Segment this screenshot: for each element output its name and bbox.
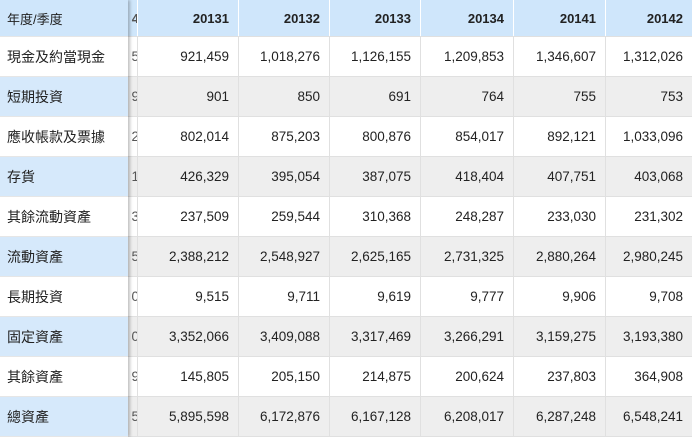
table-cell: 3,159,275 — [513, 317, 605, 356]
column-header-20134[interactable]: 20134 — [420, 0, 513, 36]
table-cell: 9,708 — [605, 277, 692, 316]
table-cell: 854,017 — [420, 117, 513, 156]
partial-cell: 1 — [131, 169, 137, 184]
partial-cell: 2 — [131, 129, 137, 144]
table-cell: 6,172,876 — [238, 397, 329, 436]
partial-cell: 0 — [131, 329, 137, 344]
table-cell: 231,302 — [605, 197, 692, 236]
table-cell: 5,895,598 — [137, 397, 238, 436]
table-cell: 2,388,212 — [137, 237, 238, 276]
row-label-header: 年度/季度 — [0, 0, 128, 37]
table-cell: 237,509 — [137, 197, 238, 236]
table-cell: 200,624 — [420, 357, 513, 396]
table-cell: 1,018,276 — [238, 37, 329, 76]
column-header-20132[interactable]: 20132 — [238, 0, 329, 36]
table-cell: 755 — [513, 77, 605, 116]
row-label: 其餘資產 — [0, 357, 128, 397]
table-cell: 2,625,165 — [329, 237, 420, 276]
table-cell: 921,459 — [137, 37, 238, 76]
row-label: 長期投資 — [0, 277, 128, 317]
row-label: 短期投資 — [0, 77, 128, 117]
table-cell: 764 — [420, 77, 513, 116]
table-cell: 6,287,248 — [513, 397, 605, 436]
table-cell: 214,875 — [329, 357, 420, 396]
partial-cell: 9 — [131, 89, 137, 104]
table-cell: 6,167,128 — [329, 397, 420, 436]
table-cell: 802,014 — [137, 117, 238, 156]
table-cell: 2,980,245 — [605, 237, 692, 276]
table-cell: 9,515 — [137, 277, 238, 316]
row-label: 現金及約當現金 — [0, 37, 128, 77]
table-cell: 3,409,088 — [238, 317, 329, 356]
table-cell: 9,906 — [513, 277, 605, 316]
table-cell: 3,193,380 — [605, 317, 692, 356]
table-cell: 9,711 — [238, 277, 329, 316]
table-cell: 6,548,241 — [605, 397, 692, 436]
table-cell: 3,266,291 — [420, 317, 513, 356]
table-cell: 1,033,096 — [605, 117, 692, 156]
table-cell: 1,209,853 — [420, 37, 513, 76]
table-cell: 259,544 — [238, 197, 329, 236]
column-header-20142[interactable]: 20142 — [605, 0, 692, 36]
table-cell: 9,777 — [420, 277, 513, 316]
table-cell: 395,054 — [238, 157, 329, 196]
table-cell: 2,731,325 — [420, 237, 513, 276]
table-cell: 426,329 — [137, 157, 238, 196]
table-cell: 1,312,026 — [605, 37, 692, 76]
table-cell: 901 — [137, 77, 238, 116]
partial-cell: 0 — [131, 289, 137, 304]
table-cell: 2,880,264 — [513, 237, 605, 276]
table-cell: 364,908 — [605, 357, 692, 396]
table-cell: 418,404 — [420, 157, 513, 196]
table-cell: 3,317,469 — [329, 317, 420, 356]
row-label: 其餘流動資產 — [0, 197, 128, 237]
row-label-column: 年度/季度 現金及約當現金 短期投資 應收帳款及票據 存貨 其餘流動資產 流動資… — [0, 0, 128, 437]
column-header-20131[interactable]: 20131 — [137, 0, 238, 36]
partial-cell: 9 — [131, 369, 137, 384]
row-label: 固定資產 — [0, 317, 128, 357]
table-cell: 403,068 — [605, 157, 692, 196]
row-label: 流動資產 — [0, 237, 128, 277]
table-cell: 387,075 — [329, 157, 420, 196]
table-cell: 850 — [238, 77, 329, 116]
partial-cell: 3 — [131, 209, 137, 224]
table-cell: 753 — [605, 77, 692, 116]
table-cell: 145,805 — [137, 357, 238, 396]
partial-cell: 5 — [131, 249, 137, 264]
table-cell: 1,346,607 — [513, 37, 605, 76]
partial-cell: 5 — [131, 49, 137, 64]
table-cell: 691 — [329, 77, 420, 116]
table-cell: 2,548,927 — [238, 237, 329, 276]
table-cell: 6,208,017 — [420, 397, 513, 436]
table-cell: 233,030 — [513, 197, 605, 236]
table-cell: 407,751 — [513, 157, 605, 196]
table-cell: 9,619 — [329, 277, 420, 316]
table-cell: 3,352,066 — [137, 317, 238, 356]
table-cell: 237,803 — [513, 357, 605, 396]
row-label: 存貨 — [0, 157, 128, 197]
row-label: 應收帳款及票據 — [0, 117, 128, 157]
table-cell: 875,203 — [238, 117, 329, 156]
column-header-20133[interactable]: 20133 — [329, 0, 420, 36]
table-cell: 310,368 — [329, 197, 420, 236]
table-cell: 892,121 — [513, 117, 605, 156]
table-cell: 248,287 — [420, 197, 513, 236]
partial-cell: 5 — [131, 409, 137, 424]
table-cell: 800,876 — [329, 117, 420, 156]
column-header-20141[interactable]: 20141 — [513, 0, 605, 36]
table-cell: 1,126,155 — [329, 37, 420, 76]
table-cell: 205,150 — [238, 357, 329, 396]
row-label: 總資產 — [0, 397, 128, 437]
